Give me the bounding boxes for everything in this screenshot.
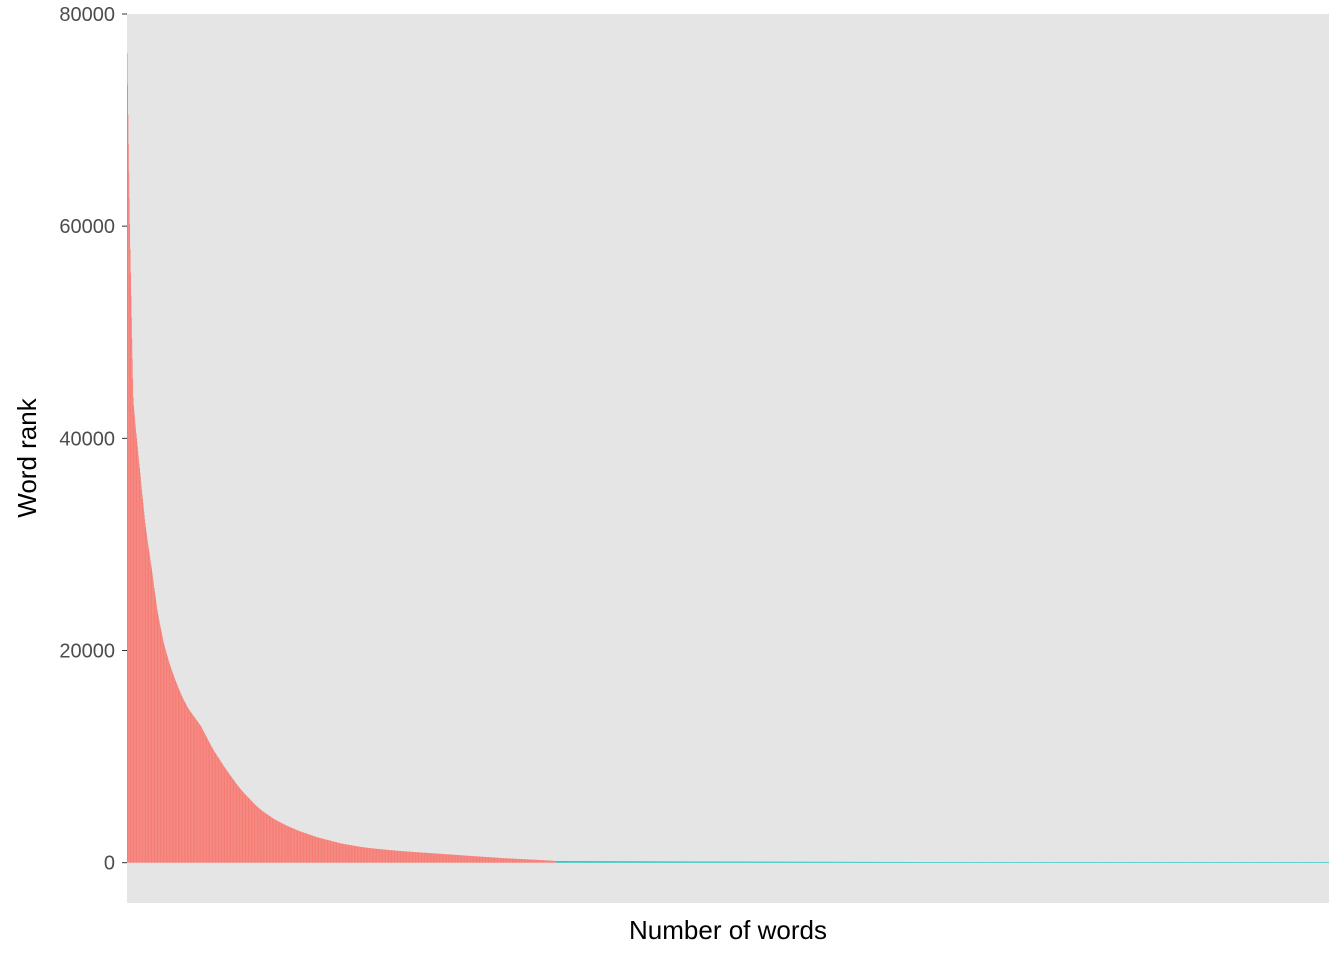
y-axis-title: Word rank — [12, 397, 42, 517]
y-axis: 0 20000 40000 60000 80000 — [59, 4, 127, 875]
y-tick-label: 80000 — [59, 4, 115, 26]
y-tick-label: 40000 — [59, 428, 115, 450]
y-tick-label: 20000 — [59, 641, 115, 663]
y-tick-label: 0 — [104, 853, 115, 875]
plot-panel — [127, 14, 1329, 903]
y-tick-label: 60000 — [59, 216, 115, 238]
x-axis-title: Number of words — [629, 915, 827, 945]
bars-group — [127, 53, 1330, 863]
